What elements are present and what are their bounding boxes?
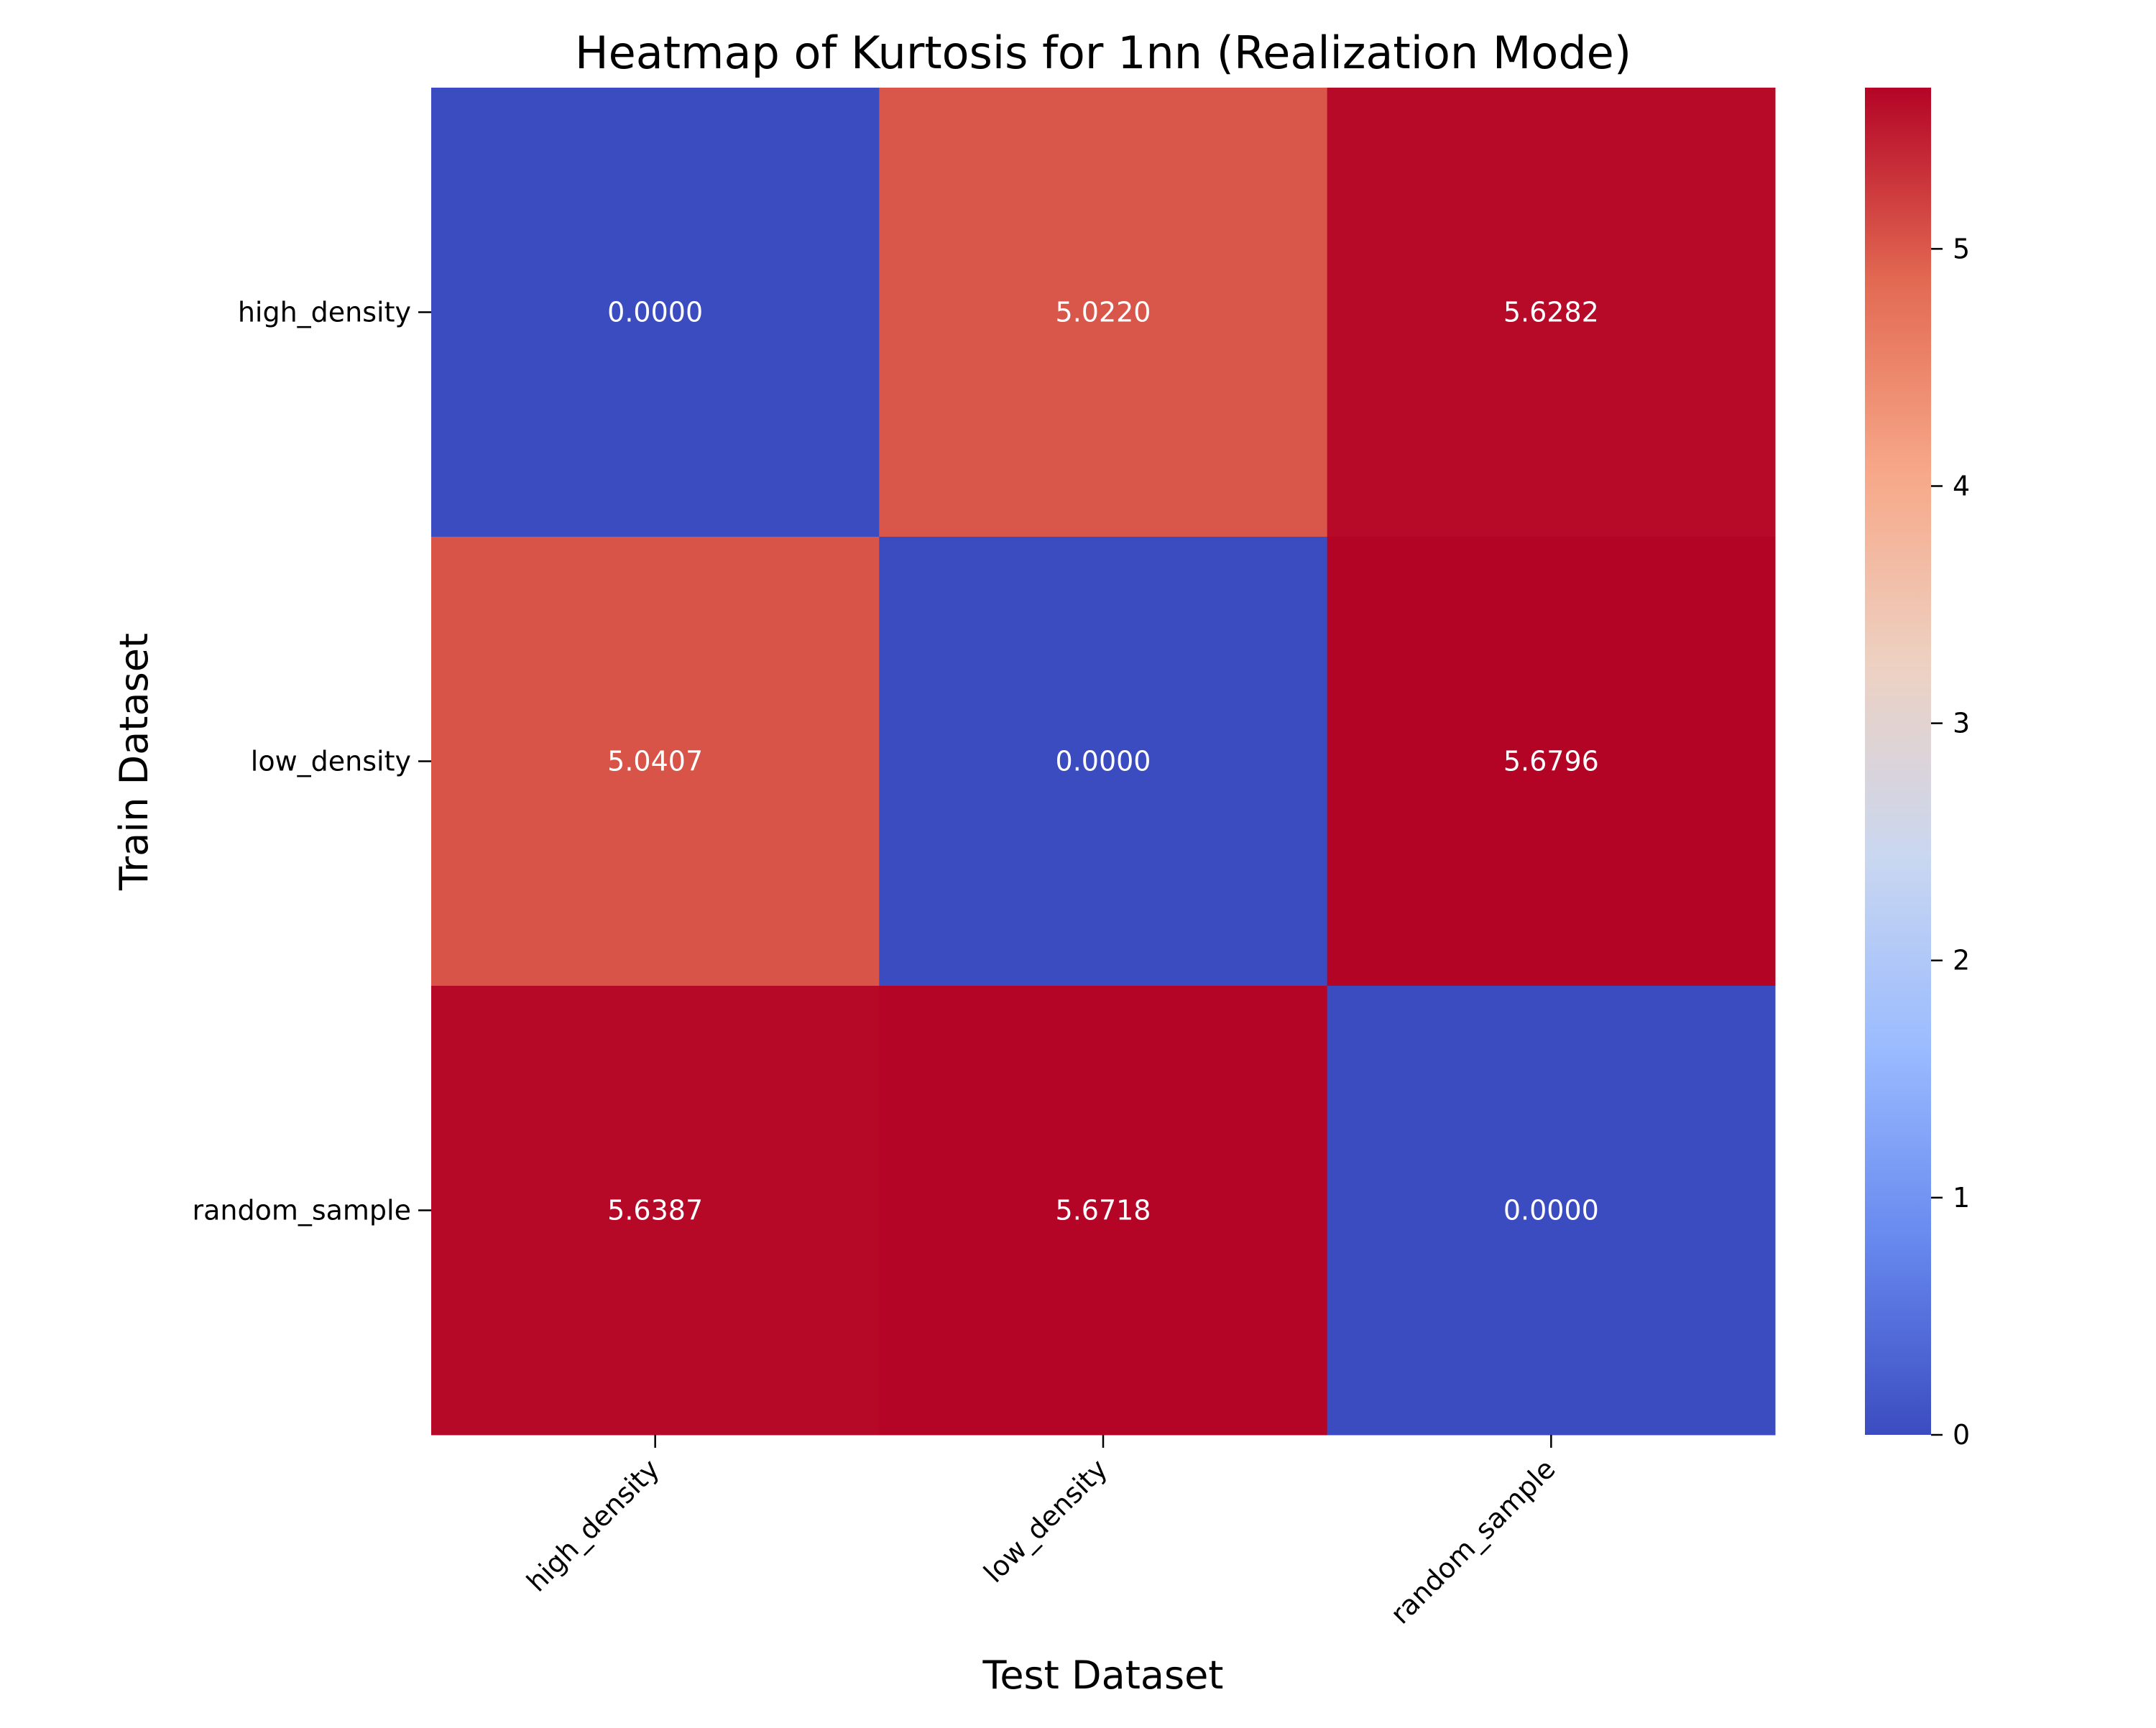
heatmap-cell-labels: 0.0000 5.0220 5.6282 5.0407 0.0000 5.6796 5.63… bbox=[607, 297, 1599, 1226]
colorbar-tick-label: 2 bbox=[1953, 945, 1970, 976]
heatmap-cell-random_sample-high_density bbox=[431, 986, 880, 1436]
cell-value-label: 0.0000 bbox=[607, 297, 703, 328]
colorbar-gradient bbox=[1865, 88, 1931, 1435]
x-axis-title: Test Dataset bbox=[982, 1653, 1224, 1698]
x-tick-label: low_density bbox=[977, 1453, 1113, 1589]
heatmap-cell-high_density-random_sample bbox=[1327, 88, 1776, 537]
x-tick-label: random_sample bbox=[1384, 1453, 1561, 1630]
heatmap-cell-high_density-high_density bbox=[431, 88, 880, 537]
heatmap-cells bbox=[431, 88, 1776, 1436]
x-tick-label: high_density bbox=[520, 1453, 665, 1598]
chart-title: Heatmap of Kurtosis for 1nn (Realization… bbox=[575, 27, 1631, 79]
y-axis-title: Train Dataset bbox=[111, 633, 157, 891]
y-tick-label: high_density bbox=[238, 297, 411, 328]
heatmap-cell-random_sample-low_density bbox=[879, 986, 1328, 1436]
cell-value-label: 5.0220 bbox=[1056, 297, 1151, 328]
colorbar-tick-label: 5 bbox=[1953, 233, 1970, 264]
colorbar-tick-label: 4 bbox=[1953, 470, 1970, 502]
heatmap-cell-low_density-low_density bbox=[879, 537, 1328, 987]
cell-value-label: 5.6387 bbox=[607, 1195, 703, 1226]
heatmap-cell-random_sample-random_sample bbox=[1327, 986, 1776, 1436]
cell-value-label: 5.6282 bbox=[1503, 297, 1599, 328]
colorbar-ticks: 0 1 2 3 4 5 bbox=[1931, 233, 1970, 1451]
heatmap-cell-low_density-random_sample bbox=[1327, 537, 1776, 987]
colorbar-tick-label: 1 bbox=[1953, 1182, 1970, 1214]
heatmap-cell-high_density-low_density bbox=[879, 88, 1328, 537]
colorbar-tick-label: 0 bbox=[1953, 1419, 1970, 1451]
y-tick-label: random_sample bbox=[192, 1195, 411, 1226]
cell-value-label: 5.0407 bbox=[607, 746, 703, 777]
cell-value-label: 5.6796 bbox=[1503, 746, 1599, 777]
y-axis: high_density low_density random_sample bbox=[192, 297, 431, 1226]
cell-value-label: 0.0000 bbox=[1503, 1195, 1599, 1226]
y-tick-label: low_density bbox=[251, 746, 411, 777]
heatmap-cell-low_density-high_density bbox=[431, 537, 880, 987]
cell-value-label: 0.0000 bbox=[1056, 746, 1151, 777]
colorbar: 0 1 2 3 4 5 bbox=[1865, 88, 1970, 1451]
colorbar-tick-label: 3 bbox=[1953, 708, 1970, 739]
cell-value-label: 5.6718 bbox=[1056, 1195, 1151, 1226]
x-axis: high_density low_density random_sample bbox=[520, 1435, 1562, 1630]
